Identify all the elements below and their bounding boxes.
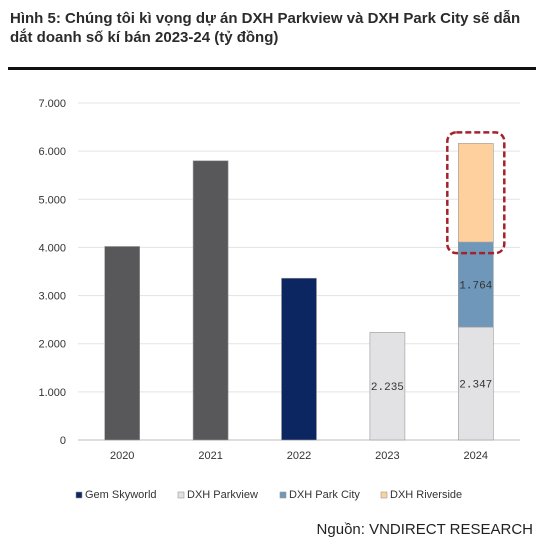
data-label: 2.235 (371, 382, 404, 394)
highlight-box-outline (446, 131, 506, 255)
bar (369, 332, 406, 441)
bar (457, 143, 494, 243)
x-tick-label: 2021 (198, 450, 222, 462)
legend-swatch (177, 491, 185, 499)
data-label: 2.347 (459, 380, 492, 392)
legend-swatch (380, 491, 388, 499)
bar (457, 241, 494, 328)
x-axis-ticks: 2020 2021 2022 2023 2024 (110, 450, 488, 462)
legend: Gem Skyworld DXH Parkview DXH Park City DXH… (75, 489, 462, 501)
x-tick-label: 2024 (464, 450, 488, 462)
y-tick-label: 3.000 (38, 291, 66, 303)
y-tick-label: 0 (60, 435, 66, 447)
data-labels: 2.235 2.347 1.764 (371, 281, 493, 395)
legend-label: DXH Parkview (187, 489, 258, 501)
y-tick-label: 1.000 (38, 387, 66, 399)
y-tick-label: 2.000 (38, 339, 66, 351)
y-tick-label: 6.000 (38, 146, 66, 158)
bars (104, 143, 494, 441)
chart-title: Hình 5: Chúng tôi kì vọng dự án DXH Park… (10, 10, 521, 46)
bar (457, 326, 494, 441)
legend-label: DXH Park City (289, 489, 360, 501)
data-label: 1.764 (459, 281, 492, 293)
y-tick-label: 4.000 (38, 242, 66, 254)
title-divider (8, 67, 536, 70)
y-tick-label: 7.000 (38, 98, 66, 110)
legend-label: DXH Riverside (390, 489, 462, 501)
bar (192, 160, 229, 441)
legend-swatch (75, 491, 83, 499)
y-tick-label: 5.000 (38, 194, 66, 206)
legend-label: Gem Skyworld (85, 489, 157, 501)
legend-swatch (279, 491, 287, 499)
bar (281, 277, 317, 441)
highlight-box (446, 131, 506, 255)
x-tick-label: 2022 (287, 450, 311, 462)
bar (104, 246, 140, 441)
source-note: Nguồn: VNDIRECT RESEARCH (316, 521, 533, 538)
y-axis-ticks: 0 1.000 2.000 3.000 4.000 5.000 6.000 7.000 (38, 98, 66, 447)
x-tick-label: 2020 (110, 450, 134, 462)
x-tick-label: 2023 (375, 450, 399, 462)
